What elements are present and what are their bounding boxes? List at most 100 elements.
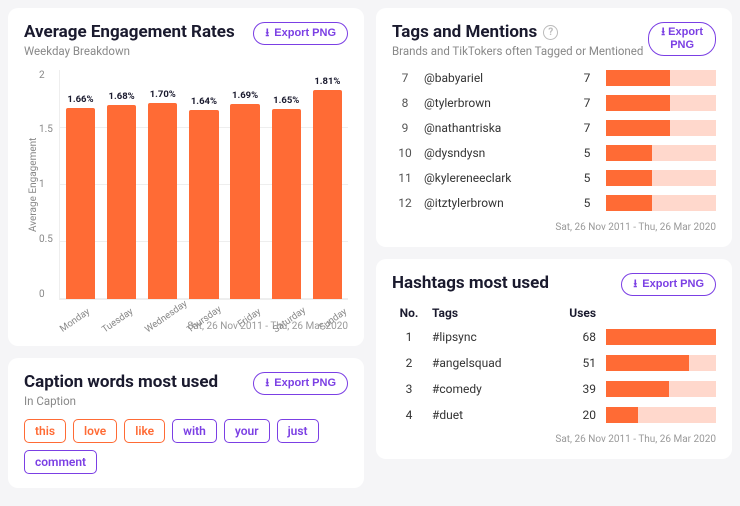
caption-subtitle: In Caption bbox=[24, 394, 253, 410]
hashtags-card: Hashtags most used ⭳ Export PNG No. Tags… bbox=[376, 259, 732, 459]
tag-bar-fill bbox=[606, 70, 670, 86]
chart-bars-area: 1.66% 1.68% 1.70% 1.64% 1.69% 1.65% 1.81% bbox=[59, 70, 348, 300]
bar-value-label: 1.65% bbox=[273, 95, 299, 106]
y-tick: 2 bbox=[39, 70, 53, 81]
export-label: Export PNG bbox=[274, 27, 336, 40]
hashtag-row: 1#lipsync68 bbox=[392, 324, 716, 350]
bar-value-label: 1.64% bbox=[191, 96, 217, 107]
bar-value-label: 1.81% bbox=[314, 76, 340, 87]
hashtag-uses: 20 bbox=[560, 408, 600, 422]
download-icon: ⭳ bbox=[265, 27, 269, 40]
hashtags-title: Hashtags most used bbox=[392, 273, 621, 293]
hashtag-bar-track bbox=[606, 355, 716, 371]
export-png-button[interactable]: ⭳ Export PNG bbox=[253, 22, 348, 45]
tag-bar-track bbox=[606, 95, 716, 111]
tag-handle[interactable]: @itztylerbrown bbox=[424, 196, 568, 210]
hashtag-bar-track bbox=[606, 329, 716, 345]
bar bbox=[313, 90, 342, 298]
export-png-button[interactable]: ⭳ Export PNG bbox=[621, 273, 716, 296]
hashtag-rank: 3 bbox=[392, 382, 426, 396]
tag-bar-track bbox=[606, 170, 716, 186]
hashtag-uses: 68 bbox=[560, 330, 600, 344]
y-tick: 0 bbox=[39, 289, 53, 300]
x-axis-labels: MondayTuesdayWednesdayThursdayFridaySatu… bbox=[48, 304, 348, 315]
hashtag-tag[interactable]: #comedy bbox=[432, 382, 554, 396]
tag-bar-track bbox=[606, 195, 716, 211]
caption-word-pill[interactable]: just bbox=[277, 419, 319, 443]
tag-handle[interactable]: @nathantriska bbox=[424, 121, 568, 135]
col-uses: Uses bbox=[560, 306, 600, 320]
engagement-subtitle: Weekday Breakdown bbox=[24, 44, 253, 60]
download-icon: ⭳ bbox=[633, 278, 637, 291]
hashtag-uses: 39 bbox=[560, 382, 600, 396]
bar bbox=[66, 108, 95, 299]
bar-value-label: 1.70% bbox=[150, 89, 176, 100]
export-label: Export PNG bbox=[642, 278, 704, 291]
bar-column: 1.66% bbox=[62, 94, 99, 299]
bar-column: 1.81% bbox=[309, 76, 346, 298]
hashtag-row: 4 #duet 20 bbox=[392, 402, 716, 428]
y-tick: 1.5 bbox=[39, 124, 53, 135]
hashtags-list: 1#lipsync682#angelsquad513#comedy394#due… bbox=[392, 324, 716, 428]
tag-row: 9@nathantriska7 bbox=[392, 116, 716, 141]
y-axis-ticks: 21.510.50 bbox=[39, 70, 59, 300]
tag-bar-track bbox=[606, 70, 716, 86]
tag-bar-fill bbox=[606, 195, 652, 211]
tag-handle[interactable]: @babyariel bbox=[424, 71, 568, 85]
tag-rank: 10 bbox=[392, 146, 418, 160]
tag-rank: 12 bbox=[392, 196, 418, 210]
hashtag-bar-fill bbox=[606, 407, 638, 423]
caption-word-pill[interactable]: with bbox=[172, 419, 217, 443]
hashtag-bar-fill bbox=[606, 355, 689, 371]
export-png-button[interactable]: ⭳ Export PNG bbox=[648, 22, 716, 56]
tag-row: 8@tylerbrown7 bbox=[392, 91, 716, 116]
tag-count: 5 bbox=[574, 171, 600, 185]
hashtag-tag[interactable]: #angelsquad bbox=[432, 356, 554, 370]
bar-column: 1.65% bbox=[268, 95, 305, 299]
engagement-chart: Average Engagement 21.510.50 1.66%1.68%1… bbox=[24, 70, 348, 300]
hashtag-tag[interactable]: #lipsync bbox=[432, 330, 554, 344]
col-no: No. bbox=[392, 306, 426, 320]
caption-word-pill[interactable]: comment bbox=[24, 450, 97, 474]
caption-words-card: Caption words most used In Caption ⭳ Exp… bbox=[8, 358, 364, 489]
tag-bar-fill bbox=[606, 120, 670, 136]
y-tick: 0.5 bbox=[39, 234, 53, 245]
caption-word-pill[interactable]: like bbox=[124, 419, 165, 443]
tag-count: 7 bbox=[574, 71, 600, 85]
caption-title: Caption words most used bbox=[24, 372, 253, 392]
tag-handle[interactable]: @dysndysn bbox=[424, 146, 568, 160]
date-range: Sat, 26 Nov 2011 - Thu, 26 Mar 2020 bbox=[392, 222, 716, 233]
bar bbox=[148, 103, 177, 299]
bar bbox=[272, 109, 301, 299]
help-icon[interactable]: ? bbox=[543, 25, 558, 40]
tag-handle[interactable]: @tylerbrown bbox=[424, 96, 568, 110]
bar-column: 1.68% bbox=[103, 91, 140, 298]
tag-row: 11@kylereneeclark5 bbox=[392, 166, 716, 191]
bar-value-label: 1.66% bbox=[67, 94, 93, 105]
tag-count: 7 bbox=[574, 121, 600, 135]
tag-row: 7@babyariel7 bbox=[392, 66, 716, 91]
bar-column: 1.64% bbox=[185, 96, 222, 299]
tag-count: 5 bbox=[574, 146, 600, 160]
caption-word-pill[interactable]: love bbox=[73, 419, 117, 443]
tag-row: 12 @itztylerbrown 5 bbox=[392, 191, 716, 216]
tag-count: 5 bbox=[574, 196, 600, 210]
tag-bar-track bbox=[606, 145, 716, 161]
caption-word-pill[interactable]: your bbox=[224, 419, 270, 443]
tags-subtitle: Brands and TikTokers often Tagged or Men… bbox=[392, 44, 648, 60]
export-label: Export PNG bbox=[274, 377, 336, 390]
hashtag-row: 3 #comedy 39 bbox=[392, 376, 716, 402]
hashtag-tag[interactable]: #duet bbox=[432, 408, 554, 422]
caption-word-pill[interactable]: this bbox=[24, 419, 66, 443]
tag-bar-fill bbox=[606, 170, 652, 186]
hashtag-rank: 4 bbox=[392, 408, 426, 422]
hashtag-bar-fill bbox=[606, 329, 716, 345]
bar-column: 1.70% bbox=[144, 89, 181, 299]
bar-value-label: 1.69% bbox=[232, 90, 258, 101]
engagement-title: Average Engagement Rates bbox=[24, 22, 253, 42]
export-png-button[interactable]: ⭳ Export PNG bbox=[253, 372, 348, 395]
bar bbox=[230, 104, 259, 298]
hashtag-bar-fill bbox=[606, 381, 669, 397]
tag-handle[interactable]: @kylereneeclark bbox=[424, 171, 568, 185]
hashtag-rank: 2 bbox=[392, 356, 426, 370]
